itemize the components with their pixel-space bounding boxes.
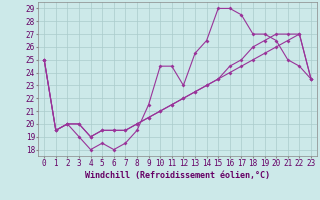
X-axis label: Windchill (Refroidissement éolien,°C): Windchill (Refroidissement éolien,°C) — [85, 171, 270, 180]
